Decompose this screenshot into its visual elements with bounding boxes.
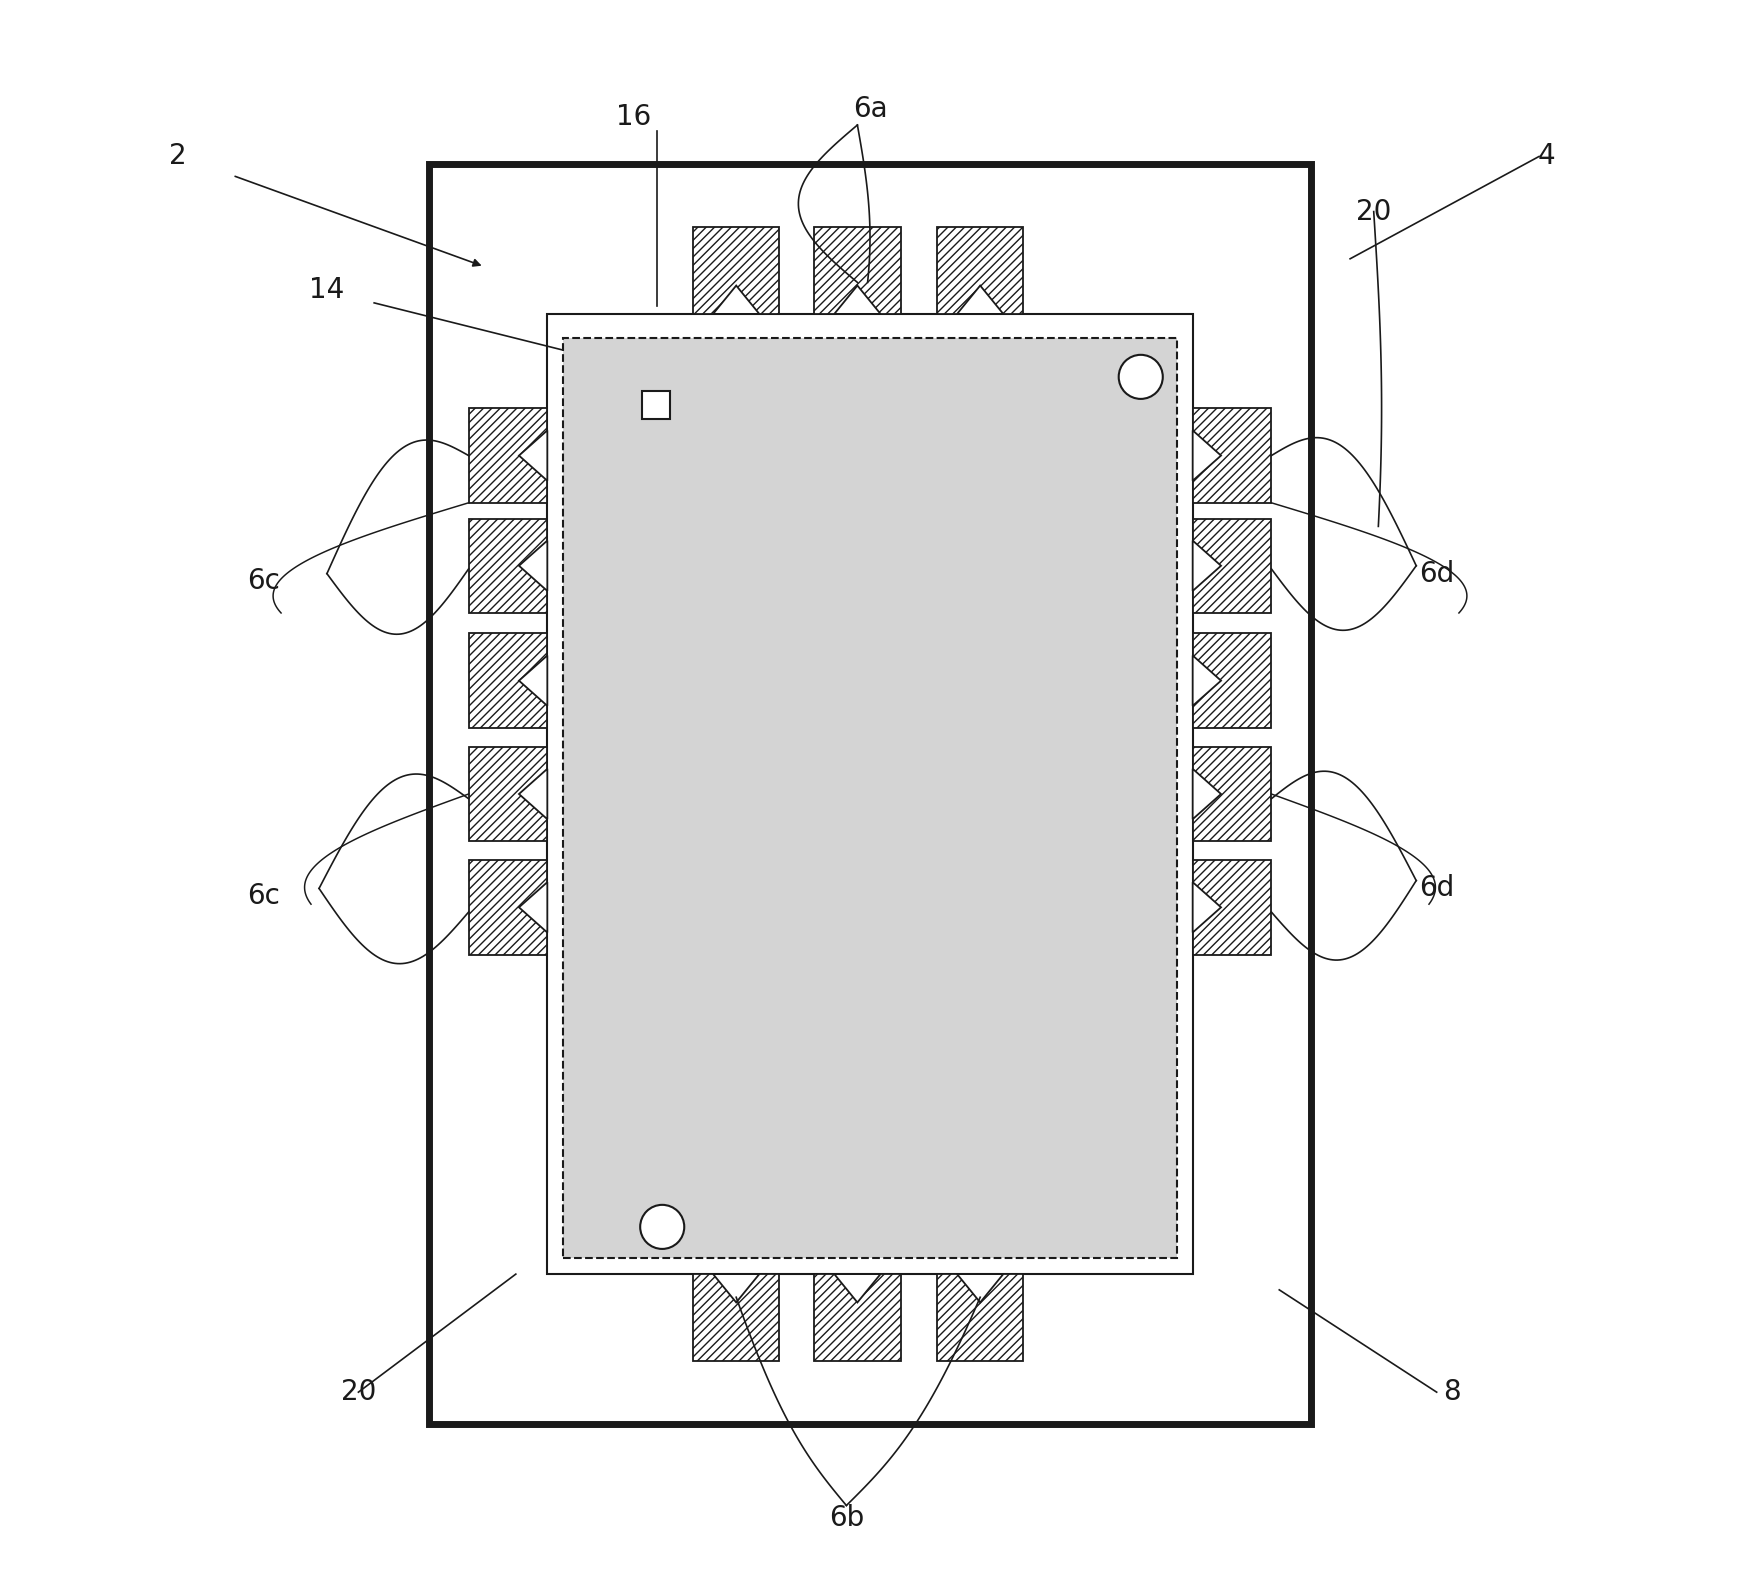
Text: 6b: 6b [828,1504,864,1532]
Polygon shape [518,540,548,591]
Bar [1191,746,1271,842]
Polygon shape [956,286,1003,314]
Polygon shape [1191,430,1221,481]
Polygon shape [1191,540,1221,591]
Text: 2: 2 [169,143,186,170]
Text: 6a: 6a [852,95,887,124]
Text: 16: 16 [616,103,650,132]
Bar [814,227,901,314]
Circle shape [640,1205,683,1248]
Bar [468,408,548,503]
Bar [563,338,1176,1258]
Bar [563,338,1176,1258]
Bar [814,1274,901,1361]
Bar [548,314,1191,1274]
Bar [1191,861,1271,954]
Bar [692,227,779,314]
Text: 8: 8 [1443,1378,1461,1405]
Bar [468,746,548,842]
Circle shape [1118,354,1162,399]
Bar [936,227,1023,314]
Polygon shape [956,1274,1003,1302]
Polygon shape [518,430,548,481]
Text: 6d: 6d [1419,875,1454,902]
Bar [468,634,548,727]
Bar [563,338,1176,1258]
Text: 20: 20 [1355,197,1391,225]
Polygon shape [518,883,548,932]
Text: 14: 14 [310,276,344,305]
Text: 6d: 6d [1419,559,1454,588]
Polygon shape [713,1274,758,1302]
Polygon shape [1191,883,1221,932]
Bar [1191,634,1271,727]
Text: 6c: 6c [247,567,280,596]
Text: 4: 4 [1537,143,1555,170]
Polygon shape [1191,769,1221,819]
Bar [468,519,548,613]
Text: 6c: 6c [247,883,280,910]
Polygon shape [833,1274,880,1302]
Bar [1191,519,1271,613]
Polygon shape [518,769,548,819]
Bar [692,1274,779,1361]
Polygon shape [518,656,548,705]
Polygon shape [713,286,758,314]
Bar [642,391,670,419]
Bar [936,1274,1023,1361]
Text: 20: 20 [341,1378,376,1405]
Bar [1191,408,1271,503]
Polygon shape [833,286,880,314]
Polygon shape [1191,656,1221,705]
Bar [468,861,548,954]
Bar [430,164,1309,1424]
